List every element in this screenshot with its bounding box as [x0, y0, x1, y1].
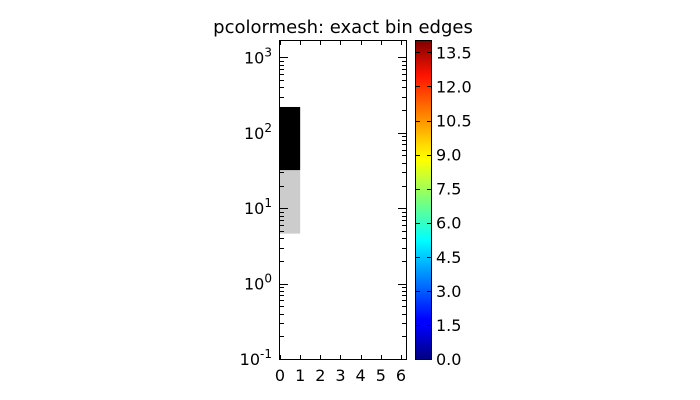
colorbar-tick-label: 10.5 — [436, 112, 472, 131]
y-tick-label: 103 — [244, 45, 272, 67]
plot-area — [279, 40, 407, 360]
y-tick-label: 10-1 — [240, 347, 272, 369]
colorbar-tick-label: 7.5 — [436, 180, 461, 199]
x-tick-label: 2 — [315, 366, 325, 385]
colorbar-tick-label: 4.5 — [436, 248, 461, 267]
colorbar-tick-label: 6.0 — [436, 214, 461, 233]
x-tick-label: 1 — [295, 366, 305, 385]
y-tick-label: 100 — [244, 272, 272, 294]
heatmap-cells — [280, 106, 301, 234]
colorbar-tick-label: 3.0 — [436, 282, 461, 301]
x-tick-label: 5 — [376, 366, 386, 385]
colorbar-tick-label: 9.0 — [436, 146, 461, 165]
heatmap-cell-1 — [280, 106, 301, 171]
colorbar-tick-label: 0.0 — [436, 350, 461, 369]
x-tick-label: 0 — [275, 366, 285, 385]
y-axis: 10-1 100 101 102 103 — [240, 45, 406, 369]
colorbar-tick-label: 1.5 — [436, 316, 461, 335]
colorbar — [415, 40, 432, 360]
heatmap-cell-0 — [280, 170, 301, 234]
y-tick-label: 101 — [244, 196, 272, 218]
chart-title: pcolormesh: exact bin edges — [213, 17, 473, 38]
colorbar-tick-label: 13.5 — [436, 43, 472, 62]
x-tick-label: 3 — [335, 366, 345, 385]
colorbar-tick-label: 12.0 — [436, 77, 472, 96]
colorbar-axis: 0.0 1.5 3.0 4.5 6.0 7.5 9.0 10.5 12.0 13.5 — [416, 43, 472, 369]
x-tick-label: 4 — [356, 366, 366, 385]
y-tick-label: 102 — [244, 121, 272, 143]
x-tick-label: 6 — [396, 366, 406, 385]
